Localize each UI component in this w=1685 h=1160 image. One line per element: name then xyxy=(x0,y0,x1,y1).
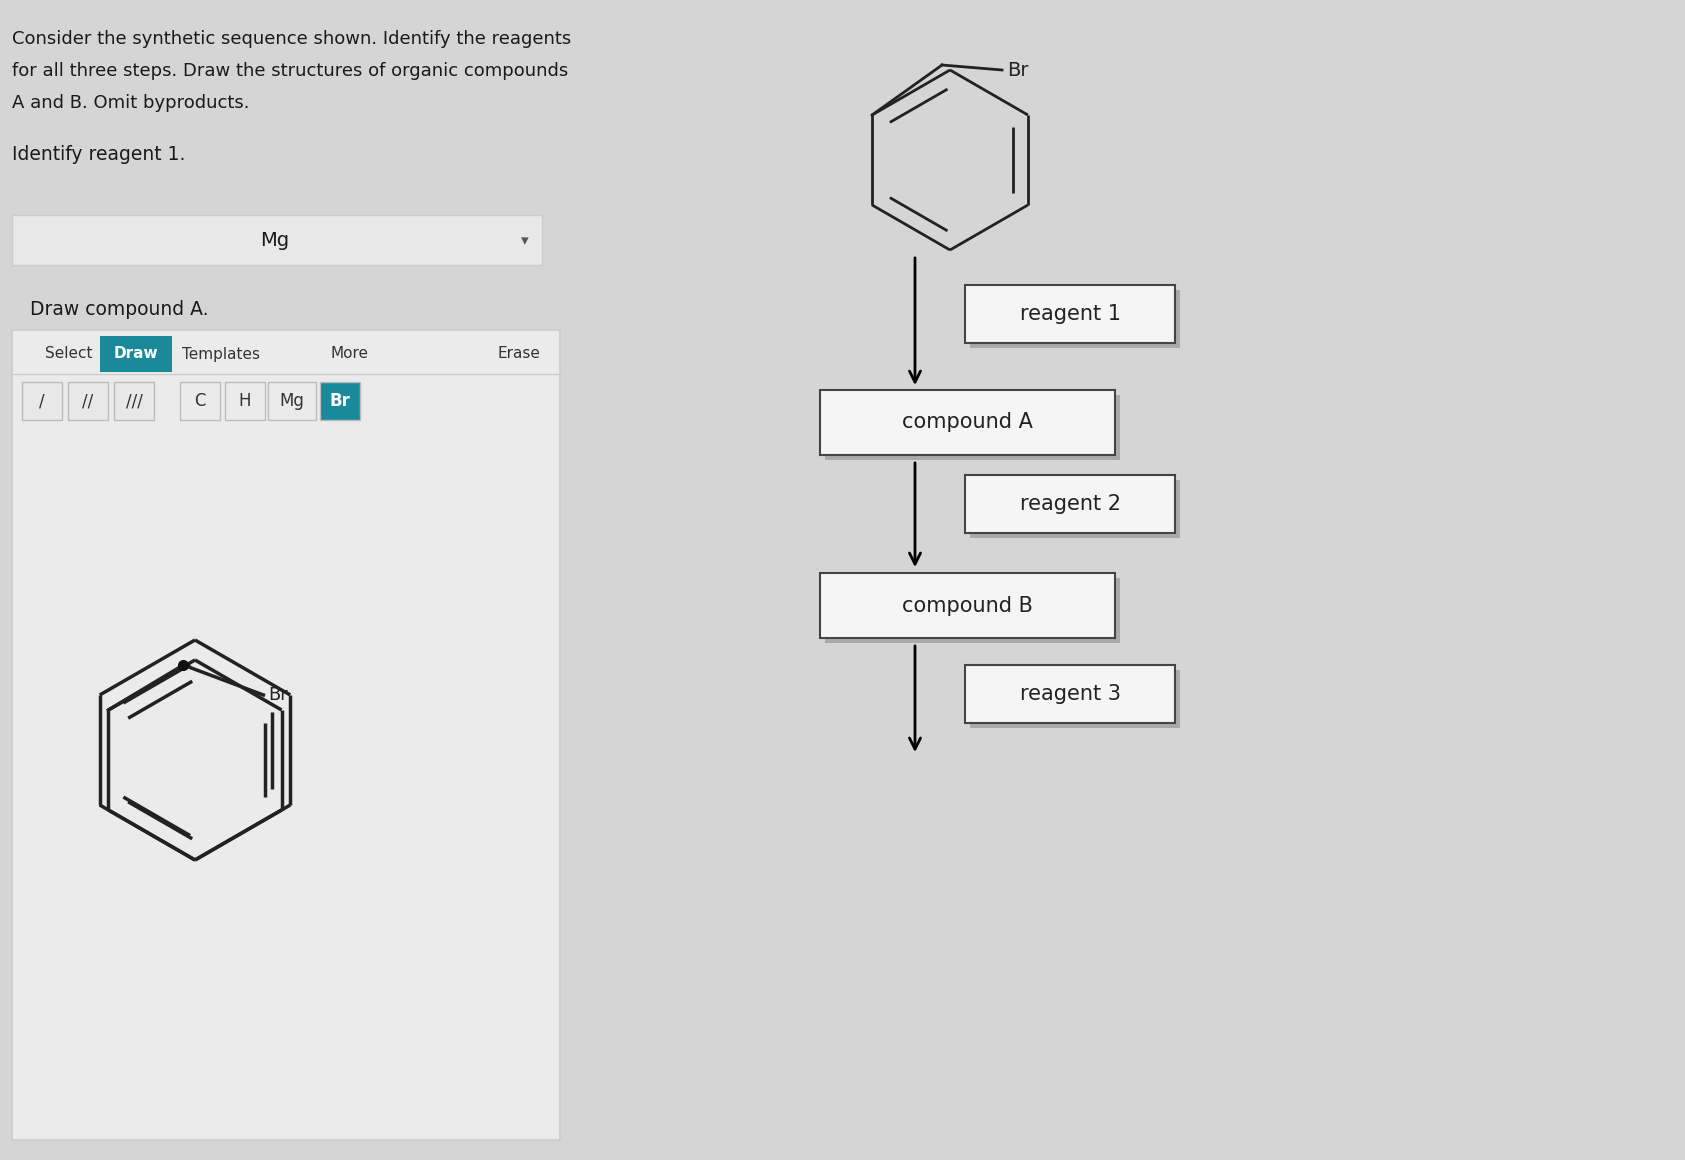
Text: compound B: compound B xyxy=(901,595,1033,616)
Text: ///: /// xyxy=(126,392,143,409)
Bar xyxy=(826,396,1121,461)
Bar xyxy=(821,573,1115,638)
Text: compound A: compound A xyxy=(901,413,1033,433)
Text: reagent 2: reagent 2 xyxy=(1019,494,1121,514)
Text: Select: Select xyxy=(45,347,93,362)
Text: C: C xyxy=(194,392,206,409)
Bar xyxy=(226,382,265,420)
Text: A and B. Omit byproducts.: A and B. Omit byproducts. xyxy=(12,94,249,113)
Text: Consider the synthetic sequence shown. Identify the reagents: Consider the synthetic sequence shown. I… xyxy=(12,30,571,48)
Text: Erase: Erase xyxy=(497,347,539,362)
Text: //: // xyxy=(83,392,94,409)
Bar xyxy=(966,474,1174,532)
Text: /: / xyxy=(39,392,45,409)
Bar xyxy=(971,480,1180,538)
Text: Br: Br xyxy=(268,686,288,704)
Bar xyxy=(22,382,62,420)
Bar xyxy=(966,285,1174,343)
Text: Draw: Draw xyxy=(113,347,158,362)
Text: reagent 3: reagent 3 xyxy=(1019,684,1121,704)
Text: ▾: ▾ xyxy=(521,233,529,248)
Text: H: H xyxy=(239,392,251,409)
Bar xyxy=(821,390,1115,455)
Bar xyxy=(99,336,172,372)
Text: Mg: Mg xyxy=(280,392,305,409)
Bar xyxy=(826,578,1121,643)
Text: Draw compound A.: Draw compound A. xyxy=(30,300,209,319)
Text: Templates: Templates xyxy=(182,347,259,362)
Text: Mg: Mg xyxy=(261,232,290,251)
Bar xyxy=(320,382,361,420)
Bar xyxy=(971,670,1180,728)
Bar xyxy=(67,382,108,420)
Text: More: More xyxy=(330,347,367,362)
Bar xyxy=(12,329,559,1140)
Text: for all three steps. Draw the structures of organic compounds: for all three steps. Draw the structures… xyxy=(12,61,568,80)
Bar xyxy=(12,215,543,264)
Bar xyxy=(971,290,1180,348)
Text: reagent 1: reagent 1 xyxy=(1019,304,1121,324)
Bar xyxy=(268,382,317,420)
Text: Br: Br xyxy=(1008,60,1028,80)
Bar xyxy=(966,665,1174,723)
Bar xyxy=(180,382,221,420)
Text: Identify reagent 1.: Identify reagent 1. xyxy=(12,145,185,164)
Text: Br: Br xyxy=(330,392,350,409)
Bar xyxy=(115,382,153,420)
